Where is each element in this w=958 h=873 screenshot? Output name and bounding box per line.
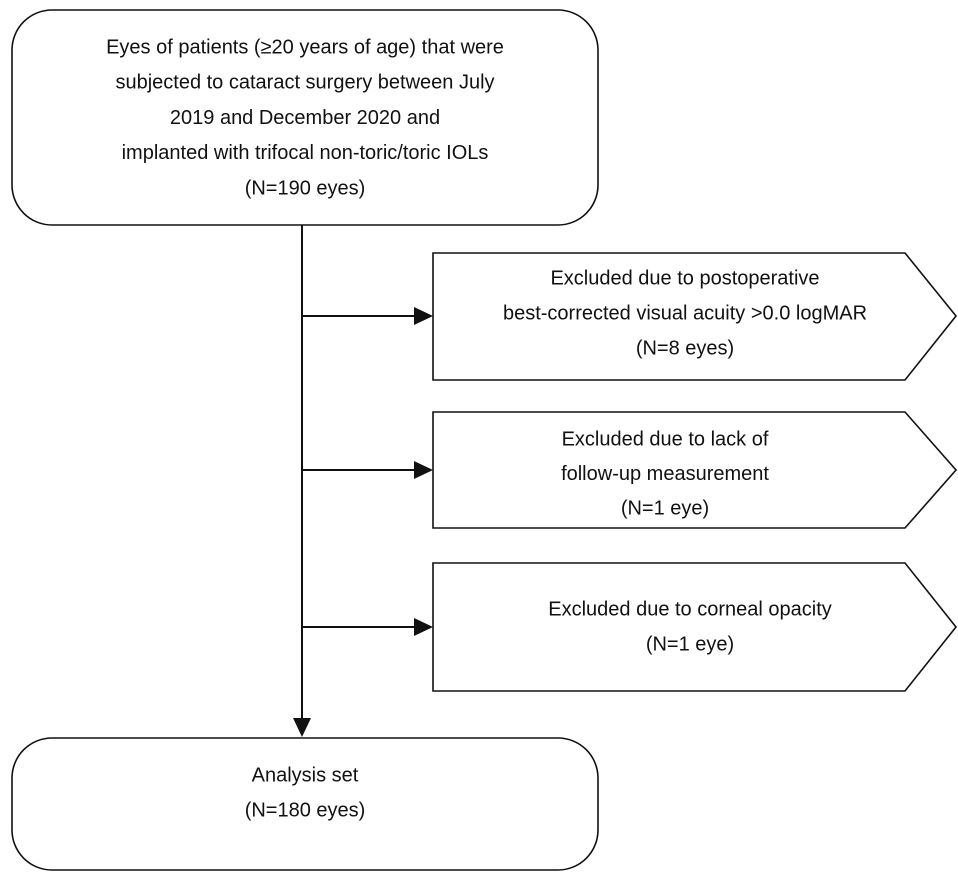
node-text: (N=1 eye) [621,497,709,519]
node-text: subjected to cataract surgery between Ju… [115,72,494,94]
arrowhead [414,461,433,479]
node-text: (N=180 eyes) [245,799,366,821]
result-box [11,737,599,871]
exclusion-box [432,562,958,692]
node-text: (N=1 eye) [646,633,734,655]
arrowhead [414,618,433,636]
node-text: 2019 and December 2020 and [170,107,440,129]
node-text: (N=190 eyes) [245,177,366,199]
arrowhead [293,718,311,737]
node-text: (N=8 eyes) [636,337,734,359]
start-box [11,9,599,226]
exclusion-box [432,411,958,529]
node-text: Excluded due to lack of [562,428,769,450]
node-text: follow-up measurement [561,463,769,485]
exclusion-box [432,252,958,381]
node-text: Excluded due to corneal opacity [548,598,832,620]
node-text: Excluded due to postoperative [550,267,819,289]
node-text: Analysis set [252,764,359,786]
node-text: implanted with trifocal non-toric/toric … [122,142,489,164]
arrowhead [414,307,433,325]
node-text: best-corrected visual acuity >0.0 logMAR [503,302,867,324]
node-text: Eyes of patients (≥20 years of age) that… [106,36,504,58]
